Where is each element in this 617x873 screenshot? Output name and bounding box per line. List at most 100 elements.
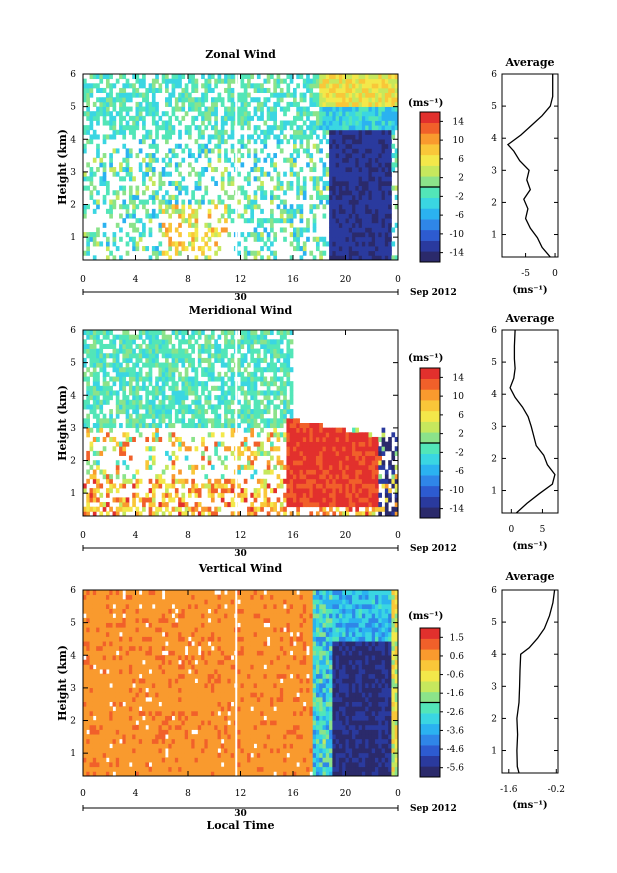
heatmap-cell	[273, 92, 277, 98]
heatmap-cell	[345, 436, 350, 442]
heatmap-cell	[240, 74, 245, 80]
heatmap-cell	[293, 460, 297, 466]
heatmap-cell	[184, 390, 189, 396]
heatmap-cell	[270, 213, 274, 219]
heatmap-cell	[388, 129, 392, 135]
heatmap-cell	[266, 115, 271, 121]
heatmap-cell	[247, 125, 251, 131]
heatmap-cell	[355, 232, 360, 238]
heatmap-cell	[361, 455, 366, 461]
heatmap-cell	[122, 724, 127, 730]
heatmap-cell	[119, 185, 123, 191]
heatmap-cell	[96, 395, 100, 401]
heatmap-cell	[329, 176, 333, 182]
heatmap-cell	[263, 395, 268, 401]
heatmap-cell	[89, 636, 94, 642]
heatmap-cell	[352, 139, 356, 145]
heatmap-cell	[99, 683, 104, 689]
heatmap-cell	[161, 167, 166, 173]
heatmap-cell	[361, 502, 366, 508]
heatmap-cell	[355, 129, 360, 135]
colorbar-unit: (ms⁻¹)	[408, 98, 443, 109]
heatmap-cell	[220, 497, 225, 503]
heatmap-cell	[92, 599, 97, 605]
heatmap-cell	[99, 353, 104, 359]
heatmap-cell	[319, 478, 323, 484]
heatmap-cell	[368, 204, 373, 210]
heatmap-cell	[109, 706, 113, 712]
heatmap-cell	[204, 418, 209, 424]
heatmap-cell	[315, 474, 320, 480]
heatmap-cell	[171, 180, 176, 186]
heatmap-cell	[276, 404, 281, 410]
heatmap-cell	[260, 232, 264, 238]
heatmap-cell	[237, 371, 241, 377]
heatmap-cell	[253, 167, 258, 173]
heatmap-cell	[174, 83, 179, 89]
heatmap-cell	[86, 87, 90, 93]
heatmap-cell	[86, 669, 90, 675]
heatmap-cell	[240, 190, 245, 196]
heatmap-cell	[384, 250, 389, 256]
heatmap-cell	[214, 129, 218, 135]
heatmap-cell	[151, 385, 156, 391]
heatmap-cell	[83, 423, 87, 429]
heatmap-cell	[247, 385, 251, 391]
heatmap-cell	[168, 399, 172, 405]
heatmap-cell	[391, 506, 396, 512]
heatmap-cell	[299, 427, 304, 433]
average-x-label: (ms⁻¹)	[512, 285, 547, 296]
heatmap-cell	[119, 715, 123, 721]
heatmap-cell	[224, 348, 228, 354]
heatmap-cell	[210, 74, 215, 80]
heatmap-cell	[135, 371, 140, 377]
heatmap-cell	[96, 738, 100, 744]
heatmap-cell	[188, 492, 192, 498]
heatmap-cell	[384, 153, 389, 159]
heatmap-cell	[148, 506, 153, 512]
heatmap-cell	[125, 659, 130, 665]
heatmap-cell	[283, 78, 287, 84]
heatmap-cell	[178, 371, 182, 377]
heatmap-cell	[210, 464, 215, 470]
heatmap-cell	[250, 450, 255, 456]
heatmap-cell	[201, 199, 205, 205]
heatmap-cell	[125, 720, 130, 726]
heatmap-cell	[109, 673, 113, 679]
heatmap-cell	[319, 111, 323, 117]
heatmap-cell	[105, 599, 110, 605]
heatmap-cell	[266, 432, 271, 438]
heatmap-cell	[112, 106, 117, 112]
heatmap-cell	[148, 502, 153, 508]
heatmap-cell	[342, 106, 346, 112]
heatmap-cell	[276, 348, 281, 354]
heatmap-cell	[306, 469, 310, 475]
heatmap-cell	[335, 106, 340, 112]
heatmap-cell	[155, 194, 159, 200]
heatmap-cell	[83, 659, 87, 665]
heatmap-cell	[109, 418, 113, 424]
heatmap-cell	[220, 213, 225, 219]
heatmap-cell	[224, 157, 228, 163]
heatmap-cell	[365, 497, 369, 503]
heatmap-cell	[378, 232, 382, 238]
heatmap-cell	[391, 483, 396, 489]
heatmap-cell	[306, 74, 310, 80]
heatmap-cell	[253, 125, 258, 131]
heatmap-cell	[142, 97, 146, 103]
heatmap-cell	[309, 492, 314, 498]
heatmap-cell	[256, 167, 261, 173]
heatmap-cell	[197, 185, 202, 191]
heatmap-cell	[388, 97, 392, 103]
heatmap-cell	[122, 720, 127, 726]
heatmap-cell	[391, 511, 396, 517]
heatmap-cell	[378, 176, 382, 182]
heatmap-cell	[237, 157, 241, 163]
heatmap-cell	[335, 469, 340, 475]
heatmap-cell	[312, 74, 317, 80]
heatmap-cell	[352, 180, 356, 186]
heatmap-cell	[348, 446, 353, 452]
heatmap-cell	[214, 143, 218, 149]
heatmap-cell	[132, 339, 136, 345]
heatmap-cell	[358, 194, 363, 200]
